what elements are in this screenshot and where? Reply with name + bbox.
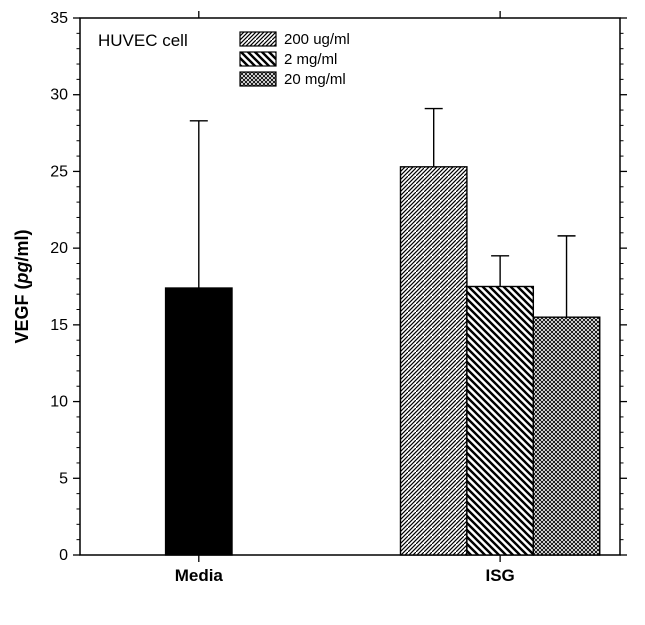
- bar: [400, 167, 466, 555]
- legend-label: 20 mg/ml: [284, 71, 346, 88]
- legend-swatch: [240, 72, 276, 86]
- y-tick-label: 30: [50, 87, 68, 104]
- y-tick-label: 5: [59, 470, 68, 487]
- annotation-text: HUVEC cell: [98, 31, 188, 50]
- x-group-label: ISG: [485, 566, 514, 585]
- legend-swatch: [240, 52, 276, 66]
- legend-swatch: [240, 32, 276, 46]
- bar: [166, 288, 232, 555]
- y-tick-label: 0: [59, 547, 68, 564]
- bar-chart-container: { "chart": { "type": "bar", "width": 645…: [0, 0, 645, 625]
- bar: [533, 317, 599, 555]
- y-axis-label: VEGF (pg/ml): [12, 229, 32, 343]
- y-tick-label: 10: [50, 394, 68, 411]
- x-group-label: Media: [175, 566, 224, 585]
- legend-label: 2 mg/ml: [284, 51, 337, 68]
- bar: [467, 287, 533, 556]
- y-tick-label: 15: [50, 317, 68, 334]
- y-tick-label: 35: [50, 10, 68, 27]
- y-tick-label: 25: [50, 163, 68, 180]
- y-tick-label: 20: [50, 240, 68, 257]
- legend-label: 200 ug/ml: [284, 31, 350, 48]
- chart-svg: 0 5 10 15 20 25 30 35 VEGF (pg/ml) Media ISG HUVEC …: [0, 0, 645, 625]
